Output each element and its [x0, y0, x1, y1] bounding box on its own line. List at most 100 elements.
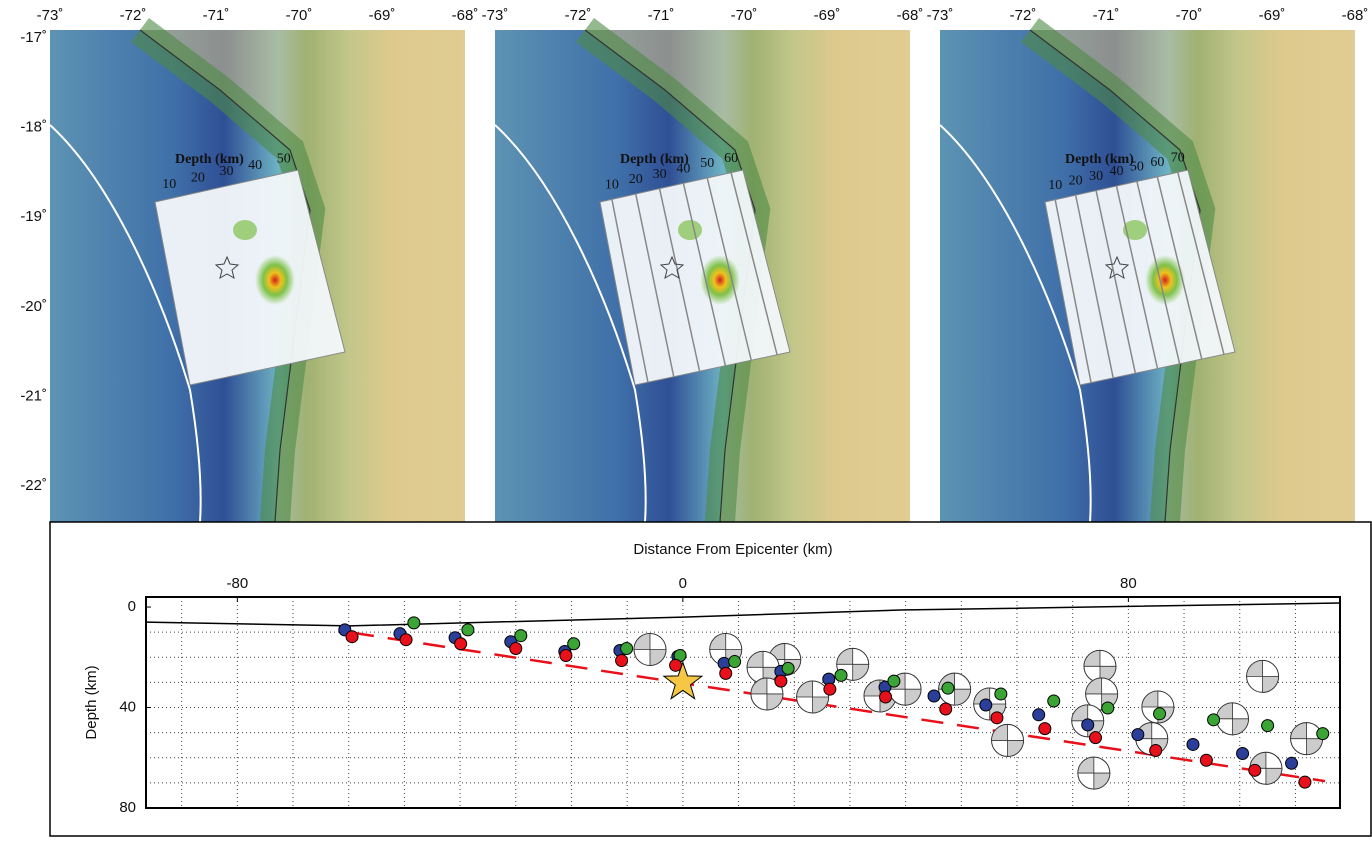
depth-title: Depth (km)	[1065, 152, 1134, 167]
figure: 10 20 30 40 50 Depth (km) -73˚ -72˚ -71˚ -70˚ -69˚…	[0, 0, 1372, 837]
y-tick-label: -21˚	[20, 387, 47, 404]
earthquake	[1299, 776, 1311, 788]
slip-patch	[678, 220, 702, 240]
x-tick-label: -72˚	[120, 7, 147, 24]
depth-label: 20	[629, 172, 643, 187]
x-tick-label: -68˚	[897, 7, 924, 24]
x-tick-label: -69˚	[1259, 7, 1286, 24]
earthquake	[824, 683, 836, 695]
x-tick-label: -68˚	[1342, 7, 1369, 24]
x-tick-label: -70˚	[731, 7, 758, 24]
y-tick-label: -19˚	[20, 208, 47, 225]
earthquake	[1150, 744, 1162, 756]
earthquake	[1187, 738, 1199, 750]
earthquake	[880, 691, 892, 703]
earthquake	[1090, 732, 1102, 744]
earthquake	[1132, 729, 1144, 741]
earthquake	[782, 662, 794, 674]
earthquake	[1102, 702, 1114, 714]
x-tick-label: -69˚	[369, 7, 396, 24]
earthquake	[940, 703, 952, 715]
earthquake	[995, 688, 1007, 700]
earthquake	[980, 699, 992, 711]
earthquake	[1039, 723, 1051, 735]
y-tick-label: 40	[119, 698, 136, 715]
earthquake	[1237, 747, 1249, 759]
y-tick-label: -18˚	[20, 119, 47, 136]
y-tick-label: 80	[119, 799, 136, 816]
x-tick-label: -71˚	[1093, 7, 1120, 24]
depth-label: 20	[191, 171, 205, 186]
earthquake	[455, 638, 467, 650]
earthquake	[1033, 709, 1045, 721]
earthquake	[1249, 764, 1261, 776]
depth-label: 30	[1089, 169, 1103, 184]
earthquake	[568, 638, 580, 650]
depth-label: 60	[724, 151, 738, 166]
earthquake	[1286, 757, 1298, 769]
earthquake	[775, 675, 787, 687]
depth-label: 20	[1069, 173, 1083, 188]
map-panel: 1020304050Depth (km)	[50, 30, 465, 522]
x-tick-label: -80	[226, 575, 248, 592]
y-tick-label: -17˚	[20, 29, 47, 46]
x-tick-label: -70˚	[286, 7, 313, 24]
earthquake	[729, 656, 741, 668]
x-tick-label: -73˚	[927, 7, 954, 24]
earthquake	[1154, 708, 1166, 720]
y-tick-label: -20˚	[20, 298, 47, 315]
earthquake	[510, 642, 522, 654]
earthquake	[835, 669, 847, 681]
x-tick-label: -71˚	[203, 7, 230, 24]
x-tick-label: -73˚	[482, 7, 509, 24]
slip-patch	[233, 220, 257, 240]
earthquake	[1200, 754, 1212, 766]
x-tick-label: -72˚	[565, 7, 592, 24]
section-panel	[50, 522, 1371, 836]
earthquake	[1208, 714, 1220, 726]
x-tick-label: -72˚	[1010, 7, 1037, 24]
y-tick-label: 0	[128, 598, 136, 615]
earthquake	[1048, 695, 1060, 707]
earthquake	[1262, 720, 1274, 732]
x-tick-label: -71˚	[648, 7, 675, 24]
depth-label: 50	[277, 151, 291, 166]
map-panel: 10203040506070Depth (km)	[940, 30, 1355, 522]
depth-label: 40	[248, 158, 262, 173]
earthquake	[1082, 719, 1094, 731]
depth-label: 10	[162, 177, 176, 192]
x-tick-label: -68˚	[452, 7, 479, 24]
earthquake	[346, 631, 358, 643]
earthquake	[670, 659, 682, 671]
depth-label: 10	[1048, 178, 1062, 193]
earthquake	[400, 634, 412, 646]
x-tick-label: -69˚	[814, 7, 841, 24]
depth-title: Depth (km)	[620, 152, 689, 167]
earthquake	[928, 690, 940, 702]
earthquake	[888, 675, 900, 687]
earthquake	[991, 712, 1003, 724]
earthquake	[942, 682, 954, 694]
depth-label: 30	[653, 167, 667, 182]
earthquake	[1317, 728, 1329, 740]
earthquake	[560, 650, 572, 662]
depth-title: Depth (km)	[175, 152, 244, 167]
depth-label: 50	[700, 156, 714, 171]
y-tick-label: -22˚	[20, 477, 47, 494]
x-tick-label: -70˚	[1176, 7, 1203, 24]
x-tick-label: -73˚	[37, 7, 64, 24]
depth-label: 10	[605, 178, 619, 193]
earthquake	[720, 667, 732, 679]
x-tick-label: 80	[1120, 575, 1137, 592]
slip-peak	[255, 255, 295, 305]
earthquake	[408, 617, 420, 629]
earthquake	[621, 642, 633, 654]
x-tick-label: 0	[679, 575, 687, 592]
earthquake	[616, 655, 628, 667]
depth-label: 60	[1150, 155, 1164, 170]
x-axis-title: Distance From Epicenter (km)	[633, 541, 832, 558]
depth-label: 70	[1171, 151, 1185, 166]
y-axis-title: Depth (km)	[83, 665, 100, 739]
earthquake	[515, 630, 527, 642]
